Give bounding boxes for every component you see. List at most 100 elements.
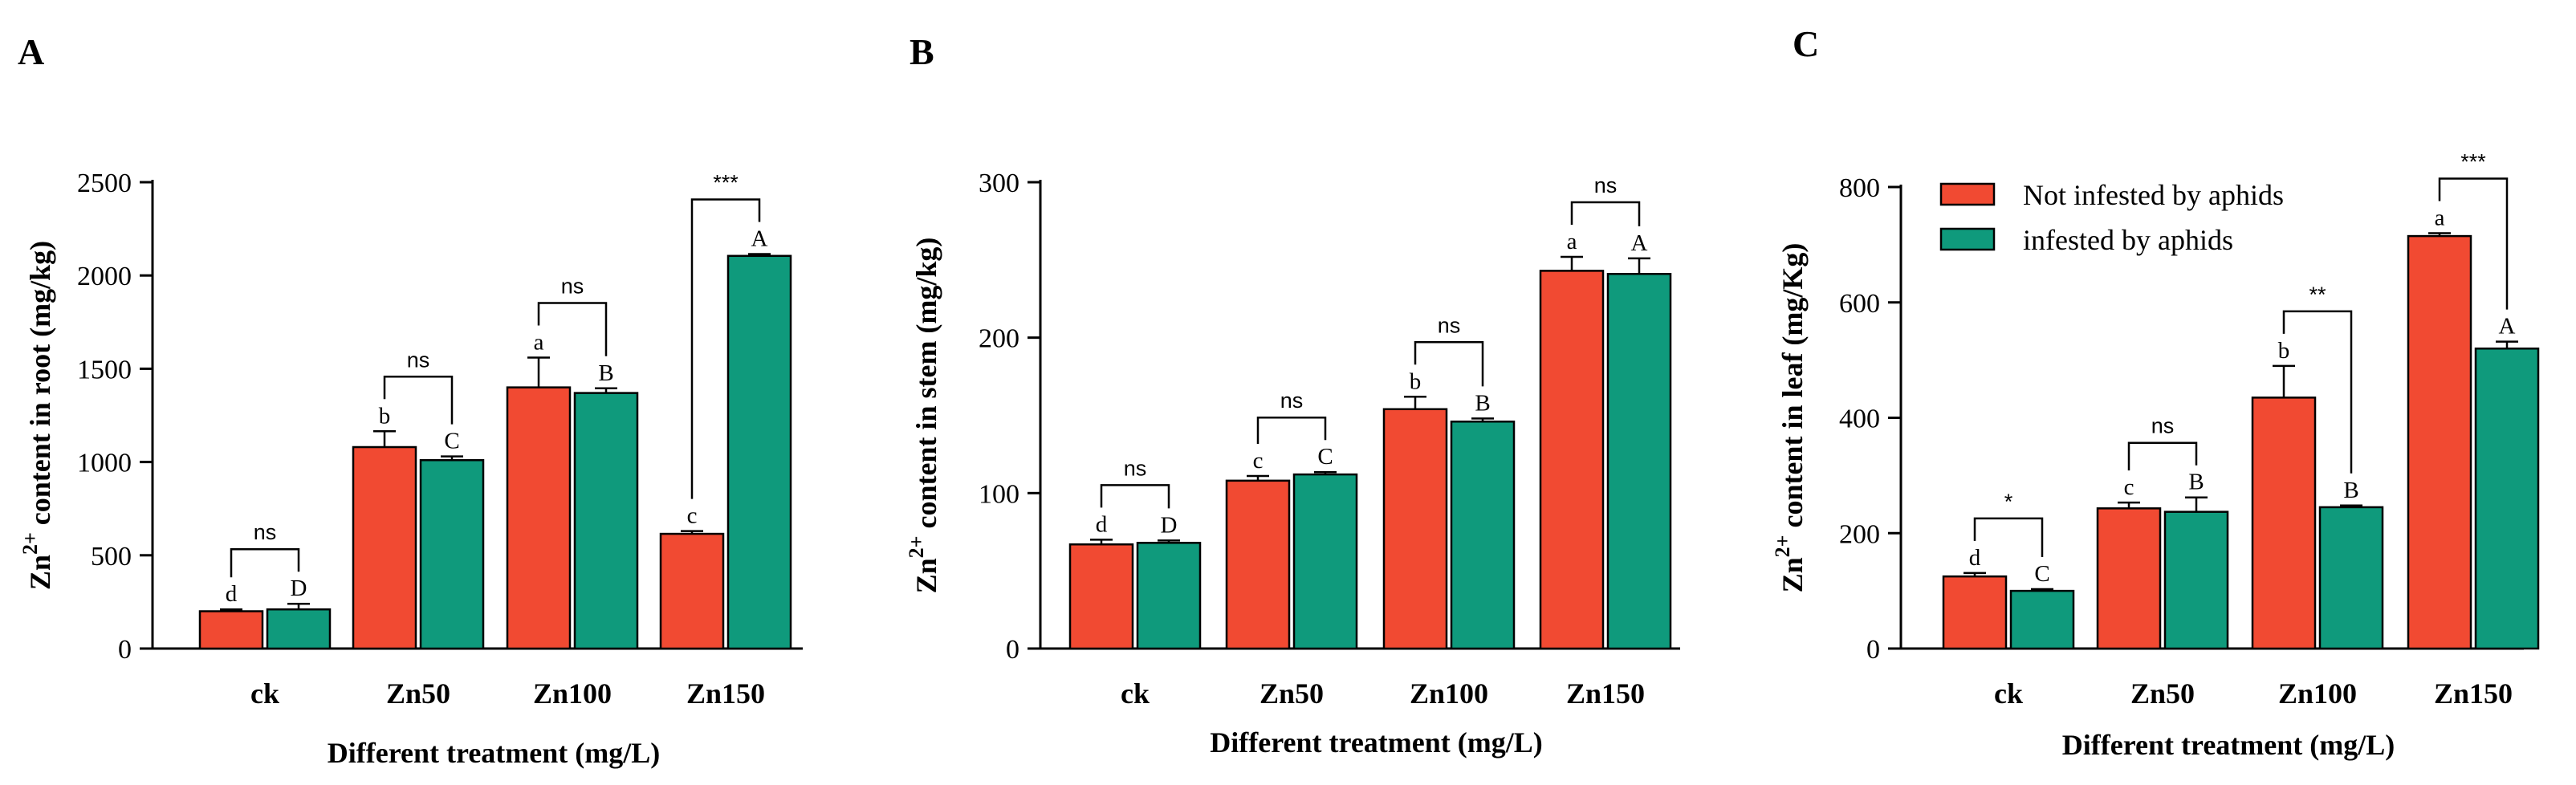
bar [2096, 507, 2162, 650]
bar [2318, 506, 2384, 650]
x-tick-label: Zn50 [2130, 677, 2195, 710]
bar [2407, 234, 2472, 650]
bar [1539, 270, 1605, 650]
bar [1606, 273, 1672, 650]
x-tick-label: Zn100 [2278, 677, 2357, 710]
y-tick-label: 300 [979, 169, 1019, 198]
panel-letter: C [1793, 23, 1819, 64]
bar [659, 532, 725, 650]
y-tick-label: 200 [979, 324, 1019, 354]
bar [1225, 479, 1291, 650]
bar [726, 254, 792, 650]
legend: Not infested by aphids infested by aphids [1939, 179, 2284, 256]
significance-marker: ns [1124, 456, 1147, 480]
legend-swatch [1939, 227, 1996, 251]
y-tick-label: 0 [1866, 635, 1880, 665]
y-tick-label: 600 [1839, 289, 1880, 319]
significance-bracket [1100, 484, 1170, 509]
panel-letter: B [910, 31, 934, 72]
x-tick-label: Zn150 [1566, 677, 1645, 710]
y-axis-label: Zn2+ content in root (mg/kg) [18, 241, 56, 590]
y-axis-label: Zn2+ content in stem (mg/kg) [905, 238, 942, 594]
bar [2163, 510, 2229, 650]
y-tick-label: 200 [1839, 519, 1880, 549]
chart-panel-b: B 0 100 200 300 Zn2+ content in stem (mg/kg) D… [905, 31, 1680, 759]
significance-marker: ns [1438, 313, 1461, 337]
significance-letter: c [2124, 474, 2134, 500]
x-tick-label: ck [250, 677, 279, 710]
bar [1942, 575, 2008, 650]
legend-label: infested by aphids [2023, 224, 2233, 256]
significance-letter: B [2343, 478, 2358, 503]
bar [2474, 348, 2540, 650]
bar [352, 445, 417, 650]
significance-letter: B [598, 360, 613, 386]
bar [198, 610, 264, 650]
significance-marker: ns [2151, 414, 2175, 438]
significance-letter: a [2435, 205, 2445, 231]
significance-letter: b [379, 403, 391, 429]
y-tick-label: 100 [979, 479, 1019, 509]
significance-marker: * [2004, 490, 2013, 514]
y-tick-label: 0 [1006, 635, 1019, 665]
significance-bracket [1256, 416, 1327, 445]
significance-bracket [2127, 441, 2198, 471]
y-tick-label: 500 [91, 542, 132, 571]
significance-letter: a [1567, 229, 1577, 254]
y-tick-label: 2000 [77, 262, 132, 291]
x-tick-label: Zn100 [533, 677, 612, 710]
significance-bracket [1570, 201, 1641, 226]
bar [1068, 543, 1134, 650]
y-tick-label: 800 [1839, 173, 1880, 203]
x-axis-label: Different treatment (mg/L) [1210, 726, 1543, 759]
y-tick-label: 1000 [77, 449, 132, 478]
x-tick-label: ck [1121, 677, 1150, 710]
significance-marker: ns [1280, 388, 1304, 413]
x-tick-label: Zn150 [686, 677, 765, 710]
significance-marker: ** [2309, 283, 2326, 307]
significance-bracket [230, 547, 300, 578]
y-tick-label: 2500 [77, 169, 132, 198]
significance-letter: C [444, 429, 459, 454]
x-tick-label: ck [1994, 677, 2023, 710]
significance-letter: b [1410, 368, 1422, 394]
significance-letter: D [1161, 512, 1178, 538]
bar [573, 392, 639, 650]
bar [2009, 589, 2075, 650]
significance-letter: B [1475, 390, 1490, 416]
x-tick-label: Zn50 [386, 677, 450, 710]
y-tick-label: 400 [1839, 405, 1880, 434]
significance-bracket [2438, 177, 2509, 310]
significance-letter: A [2499, 314, 2516, 340]
significance-letter: d [1969, 545, 1981, 571]
significance-bracket [383, 376, 454, 425]
bar [1292, 473, 1358, 650]
bar [1382, 408, 1448, 650]
y-tick-label: 1500 [77, 355, 132, 384]
x-axis-label: Different treatment (mg/L) [2062, 729, 2395, 761]
x-tick-label: Zn50 [1260, 677, 1324, 710]
significance-letter: a [534, 329, 544, 355]
significance-letter: d [1096, 511, 1108, 537]
legend-swatch [1939, 182, 1996, 206]
bar [1450, 420, 1516, 650]
significance-marker: *** [2460, 150, 2486, 174]
significance-letter: A [1631, 230, 1648, 256]
bar [506, 386, 572, 650]
significance-bracket [2282, 310, 2353, 474]
significance-marker: ns [254, 520, 277, 544]
bar [1136, 542, 1202, 650]
chart-panel-c: C 0 200 400 600 800 Zn2+ content in leaf (mg/K… [1771, 23, 2540, 761]
significance-bracket [1973, 517, 2044, 557]
x-tick-label: Zn150 [2434, 677, 2513, 710]
significance-letter: D [291, 576, 307, 601]
significance-letter: d [226, 581, 238, 607]
legend-label: Not infested by aphids [2023, 179, 2284, 211]
bar [2251, 397, 2317, 650]
significance-letter: c [1253, 448, 1264, 474]
x-axis-label: Different treatment (mg/L) [328, 737, 661, 769]
significance-letter: C [1317, 444, 1333, 470]
significance-marker: ns [407, 348, 430, 372]
significance-letter: c [687, 503, 698, 529]
